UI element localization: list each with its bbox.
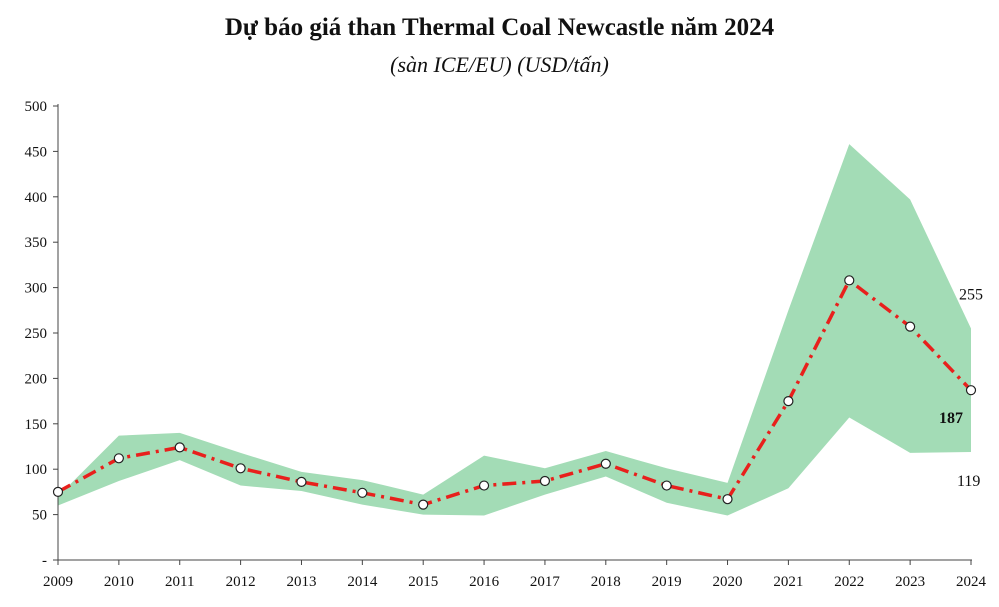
data-point — [722, 494, 733, 505]
x-tick-label: 2011 — [165, 574, 194, 590]
x-tick-label: 2015 — [408, 574, 438, 590]
data-point — [600, 458, 611, 469]
data-point — [965, 385, 977, 396]
labels: 255 187 119 — [939, 286, 983, 489]
x-tick-label: 2019 — [652, 574, 682, 590]
chart-title: Dự báo giá than Thermal Coal Newcastle n… — [224, 14, 775, 41]
value-annotation: 119 — [957, 473, 980, 490]
x-tick-label: 2017 — [530, 574, 561, 590]
range-band-layer — [58, 144, 971, 516]
y-tick-label: 300 — [25, 281, 48, 297]
chart-subtitle: (sàn ICE/EU) (USD/tấn) — [390, 52, 609, 77]
data-point — [296, 476, 307, 488]
data-point — [478, 480, 490, 491]
data-point — [113, 453, 124, 464]
y-tick-label: 500 — [25, 99, 48, 115]
x-tick-label: 2012 — [226, 574, 256, 590]
x-tick-label: 2020 — [713, 574, 743, 590]
x-tick-label: 2013 — [286, 574, 316, 590]
x-tick-label: 2009 — [43, 574, 73, 590]
average-price-line — [57, 278, 973, 507]
data-point — [52, 486, 64, 497]
data-point — [905, 321, 916, 332]
average-line-layer — [57, 278, 973, 507]
data-point — [235, 463, 246, 474]
x-tick-label: 2024 — [956, 574, 987, 590]
x-tick-label: 2014 — [347, 574, 378, 590]
data-point — [357, 487, 368, 498]
data-point — [783, 396, 794, 407]
data-point — [661, 480, 672, 491]
data-points — [52, 275, 977, 510]
y-tick-label: 150 — [25, 417, 48, 433]
axes: - 50 100 150 200 250 300 350 400 450 500 2009 2010 20… — [25, 99, 987, 590]
y-tick-label: 450 — [25, 144, 48, 160]
x-tick-label: 2016 — [469, 574, 500, 590]
y-tick-label: 400 — [25, 190, 48, 206]
x-tick-label: 2010 — [104, 574, 134, 590]
y-tick-label: 250 — [25, 326, 48, 342]
value-annotation: 187 — [939, 410, 963, 427]
high-low-range-band — [58, 144, 971, 516]
y-tick-label: - — [42, 553, 47, 569]
y-tick-label: 50 — [32, 508, 47, 524]
y-tick-label: 350 — [25, 235, 48, 251]
data-point — [539, 475, 551, 487]
data-point — [844, 275, 855, 286]
data-point — [174, 442, 185, 453]
y-tick-label: 200 — [25, 371, 48, 387]
x-tick-label: 2023 — [895, 574, 925, 590]
data-point — [418, 499, 429, 510]
x-tick-label: 2018 — [591, 574, 621, 590]
y-tick-label: 100 — [25, 462, 48, 478]
x-tick-label: 2022 — [834, 574, 864, 590]
x-tick-label: 2021 — [773, 574, 803, 590]
value-annotation: 255 — [959, 286, 983, 303]
